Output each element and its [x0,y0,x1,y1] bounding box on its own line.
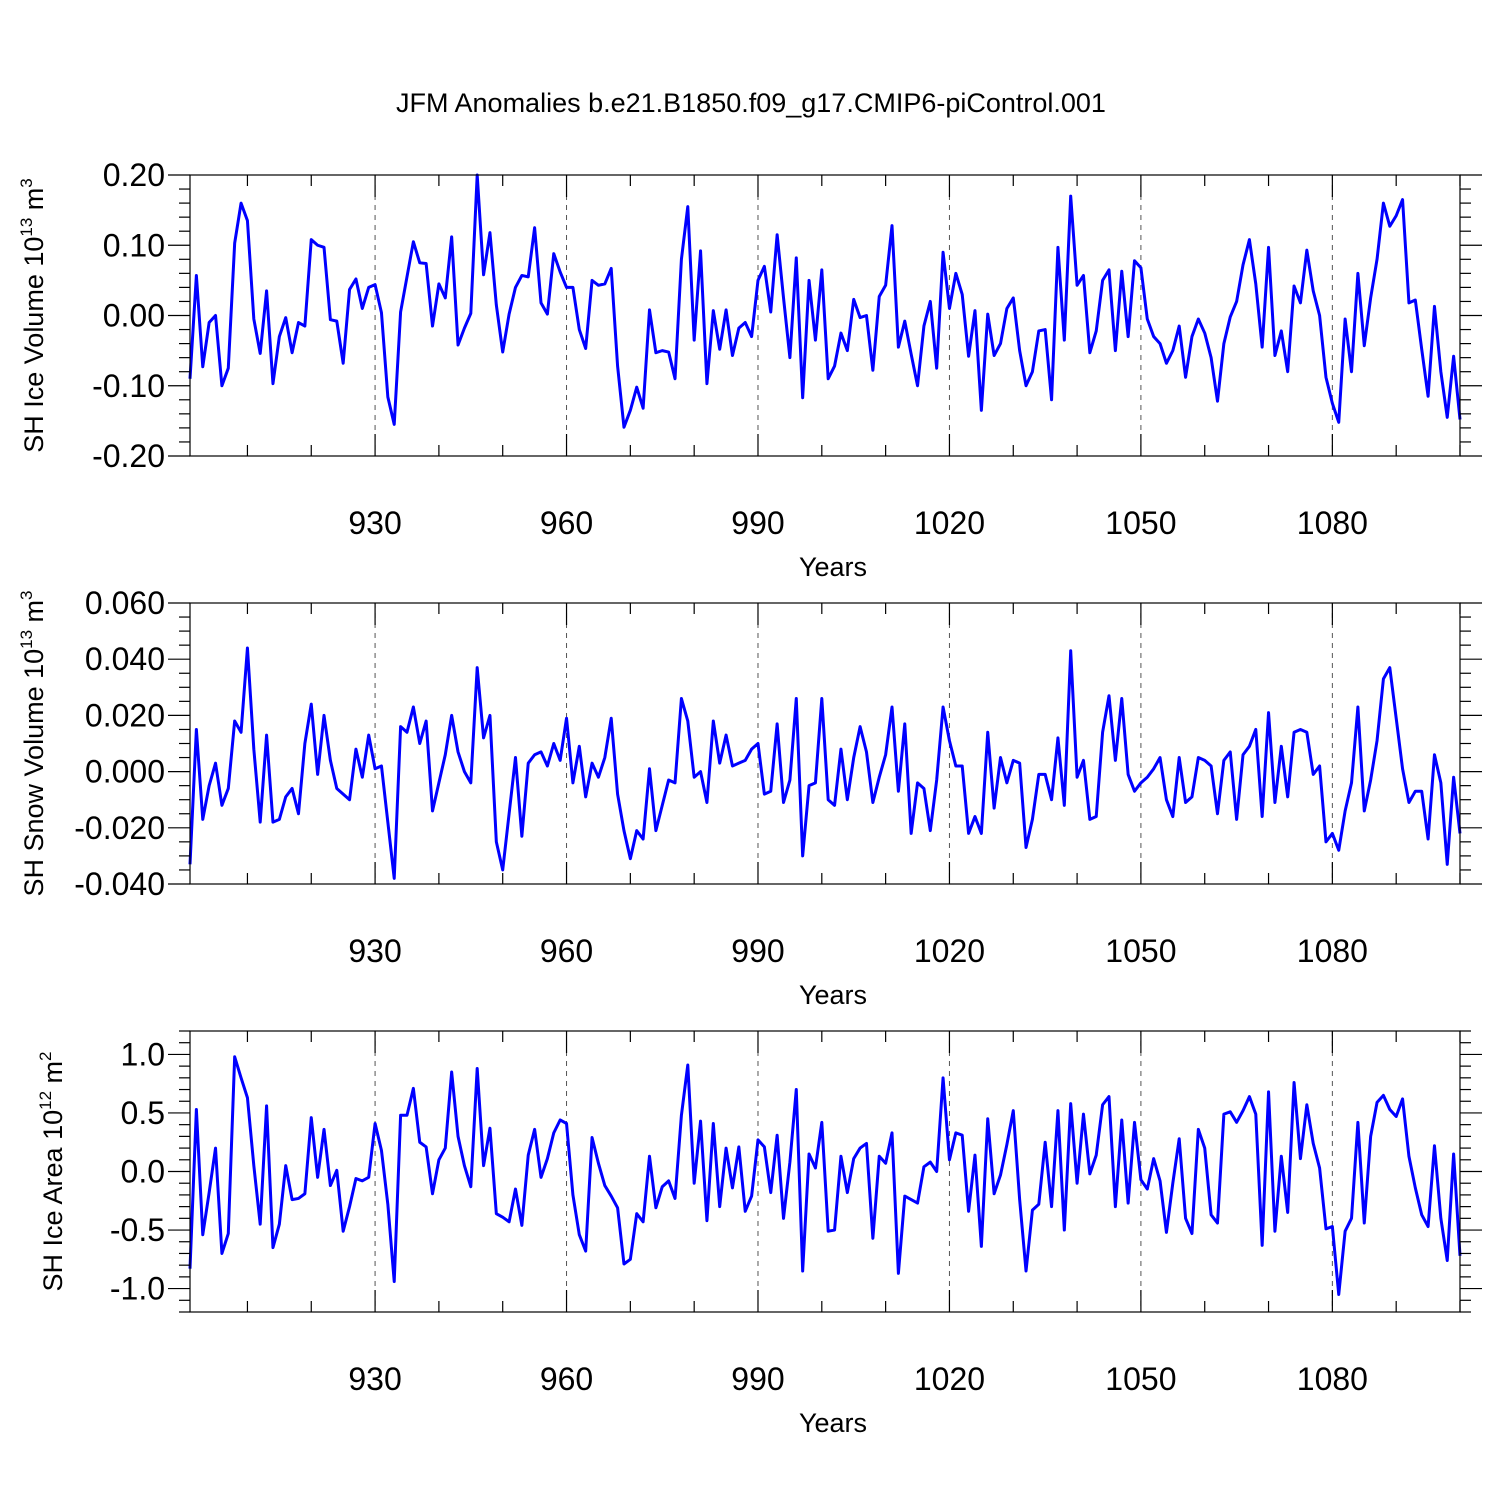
x-tick-label: 930 [348,505,401,541]
x-tick-label: 1020 [914,505,985,541]
series-line [188,173,1462,429]
y-tick-label: 0.20 [103,157,165,193]
x-tick-label: 1080 [1297,505,1368,541]
x-tick-label: 1050 [1105,1361,1176,1397]
y-tick-label: 0.5 [121,1095,165,1131]
y-tick-label: -0.20 [92,438,165,474]
x-axis-label: Years [799,1408,867,1438]
chart-panel-2: 930 960 990 1020 1050 1080 -0.040 -0.020 0.000 0.… [17,585,1482,1010]
y-tick-label: 1.0 [121,1036,165,1072]
x-tick-label: 1080 [1297,1361,1368,1397]
y-axis-label: SH Snow Volume 1013 m3 [17,590,49,896]
chart-panel-3: 930 960 990 1020 1050 1080 -1.0 -0.5 0.0 0.5 1.0 Ye… [36,1030,1482,1438]
x-tick-label: 1080 [1297,933,1368,969]
y-tick-label: 0.10 [103,227,165,263]
y-tick-label: 0.040 [85,641,165,677]
y-tick-label: -1.0 [110,1271,165,1307]
series-line [188,646,1462,880]
series-line [188,1055,1462,1296]
x-tick-label: 960 [540,933,593,969]
y-tick-label: -0.10 [92,368,165,404]
x-tick-label: 1020 [914,1361,985,1397]
y-tick-label: -0.040 [74,866,165,902]
x-tick-label: 960 [540,1361,593,1397]
x-tick-label: 990 [731,933,784,969]
x-tick-label: 960 [540,505,593,541]
x-tick-label: 1050 [1105,933,1176,969]
x-tick-label: 1020 [914,933,985,969]
x-tick-label: 1050 [1105,505,1176,541]
y-tick-label: -0.020 [74,810,165,846]
y-tick-label: -0.5 [110,1212,165,1248]
figure-title: JFM Anomalies b.e21.B1850.f09_g17.CMIP6-… [396,88,1106,118]
x-axis-label: Years [799,980,867,1010]
y-tick-label: 0.000 [85,754,165,790]
x-tick-label: 990 [731,505,784,541]
y-tick-label: 0.060 [85,585,165,621]
chart-panels: 930 960 990 1020 1050 1080 -0.20 -0.10 0.00 0.10 0… [17,157,1482,1438]
y-tick-label: 0.00 [103,298,165,334]
x-tick-label: 930 [348,933,401,969]
y-tick-label: 0.020 [85,697,165,733]
y-axis-label: SH Ice Volume 1013 m3 [17,178,49,453]
x-axis-label: Years [799,552,867,582]
y-axis-label: SH Ice Area 1012 m2 [36,1052,68,1292]
y-tick-label: 0.0 [121,1154,165,1190]
chart-panel-1: 930 960 990 1020 1050 1080 -0.20 -0.10 0.00 0.10 0… [17,157,1482,582]
x-tick-label: 990 [731,1361,784,1397]
x-tick-label: 930 [348,1361,401,1397]
